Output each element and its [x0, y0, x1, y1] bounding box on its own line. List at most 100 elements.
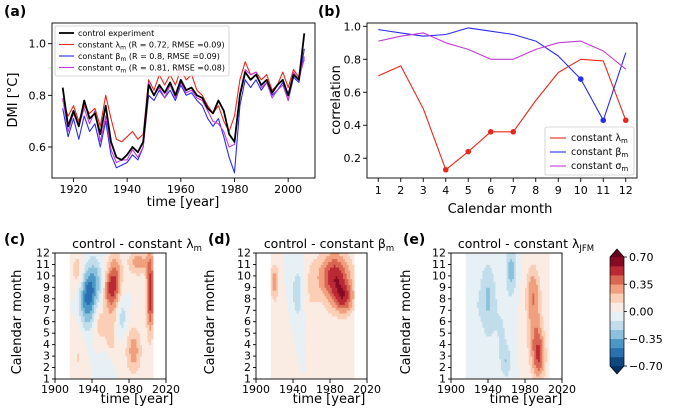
heatmap-cell	[294, 290, 298, 294]
heatmap-cell	[278, 330, 281, 334]
heatmap-cell	[283, 310, 286, 314]
heatmap-cell	[103, 301, 106, 305]
heatmap-cell	[499, 353, 502, 357]
heatmap-cell	[149, 255, 152, 260]
heatmap-cell	[293, 273, 296, 277]
heatmap-cell	[86, 273, 89, 277]
heatmap-cell	[276, 264, 279, 268]
heatmap-cell	[127, 350, 130, 354]
heatmap-cell	[123, 324, 126, 328]
heatmap-cell	[322, 347, 325, 351]
heatmap-cell	[475, 350, 478, 354]
heatmap-cell	[106, 344, 110, 348]
heatmap-cell	[134, 358, 137, 363]
heatmap-cell	[75, 336, 78, 340]
heatmap-cell	[486, 264, 489, 268]
heatmap-cell	[138, 361, 141, 366]
heatmap-cell	[326, 310, 329, 314]
heatmap-cell	[106, 255, 110, 260]
heatmap-cell	[99, 304, 102, 308]
heatmap-cell	[270, 304, 274, 308]
heatmap-cell	[281, 330, 285, 334]
heatmap-cell	[73, 321, 76, 325]
heatmap-cell	[320, 278, 323, 283]
heatmap-cell	[104, 253, 108, 257]
heatmap-cell	[129, 255, 132, 260]
heatmap-cell	[335, 364, 338, 368]
heatmap-cell	[488, 367, 491, 371]
heatmap-cell	[69, 255, 73, 260]
heatmap-cell	[307, 364, 311, 368]
heatmap-cell	[90, 275, 93, 280]
heatmap-cell	[302, 270, 305, 274]
heatmap-cell	[300, 336, 303, 340]
heatmap-cell	[309, 358, 312, 363]
heatmap-cell	[138, 290, 141, 294]
heatmap-cell	[92, 327, 95, 331]
heatmap-cell	[491, 318, 494, 323]
heatmap-cell	[272, 281, 275, 285]
heatmap-cell	[311, 307, 314, 311]
heatmap-cell	[285, 270, 288, 274]
heatmap-cell	[77, 298, 80, 303]
heatmap-cell	[73, 310, 76, 314]
heatmap-cell	[278, 301, 281, 305]
heatmap-cell	[127, 278, 130, 283]
heatmap-cell	[143, 255, 147, 260]
heatmap-cell	[134, 301, 137, 305]
heatmap-cell	[103, 307, 106, 311]
heatmap-cell	[274, 353, 277, 357]
heatmap-cell	[491, 298, 494, 303]
heatmap-cell	[495, 258, 498, 262]
heatmap-cell	[140, 267, 143, 271]
heatmap-cell	[149, 301, 152, 305]
heatmap-cell	[480, 324, 483, 328]
heatmap-cell	[309, 287, 312, 291]
heatmap-cell	[484, 327, 487, 331]
heatmap-cell	[331, 275, 335, 280]
heatmap-cell	[324, 327, 327, 331]
heatmap-cell	[469, 341, 472, 346]
heatmap-cell	[108, 313, 111, 317]
y-tick-label: 10	[36, 269, 50, 282]
heatmap-cell	[342, 364, 346, 368]
heatmap-cell	[296, 373, 299, 377]
heatmap-cell	[145, 358, 148, 363]
heatmap-cell	[129, 278, 132, 283]
heatmap-cell	[293, 356, 296, 360]
heatmap-cell	[283, 281, 286, 285]
heatmap-cell	[342, 353, 346, 357]
heatmap-cell	[300, 253, 303, 257]
heatmap-cell	[486, 336, 489, 340]
heatmap-cell	[489, 327, 493, 331]
heatmap-cell	[69, 253, 73, 257]
heatmap-cell	[328, 367, 331, 371]
heatmap-cell	[480, 290, 483, 294]
significant-point-lambda	[622, 117, 629, 124]
heatmap-cell	[311, 356, 314, 360]
heatmap-cell	[482, 287, 485, 291]
heatmap-cell	[302, 253, 305, 257]
heatmap-cell	[352, 253, 355, 257]
heatmap-cell	[320, 341, 323, 346]
heatmap-cell	[129, 281, 132, 285]
heatmap-cell	[307, 258, 311, 262]
heatmap-cell	[272, 338, 275, 343]
heatmap-cell	[97, 364, 100, 368]
heatmap-cell	[309, 350, 312, 354]
heatmap-cell	[281, 313, 285, 317]
heatmap-cell	[478, 324, 481, 328]
heatmap-cell	[304, 281, 307, 285]
heatmap-cell	[130, 370, 134, 374]
heatmap-cell	[287, 367, 290, 371]
heatmap-cell	[318, 298, 322, 303]
heatmap-cell	[473, 301, 476, 305]
heatmap-cell	[350, 293, 353, 297]
heatmap-cell	[112, 373, 115, 377]
heatmap-cell	[469, 301, 472, 305]
heatmap-cell	[331, 290, 335, 294]
heatmap-cell	[315, 313, 318, 317]
y-tick-label: 1.0	[29, 38, 47, 51]
heatmap-cell	[495, 304, 498, 308]
heatmap-cell	[134, 324, 137, 328]
